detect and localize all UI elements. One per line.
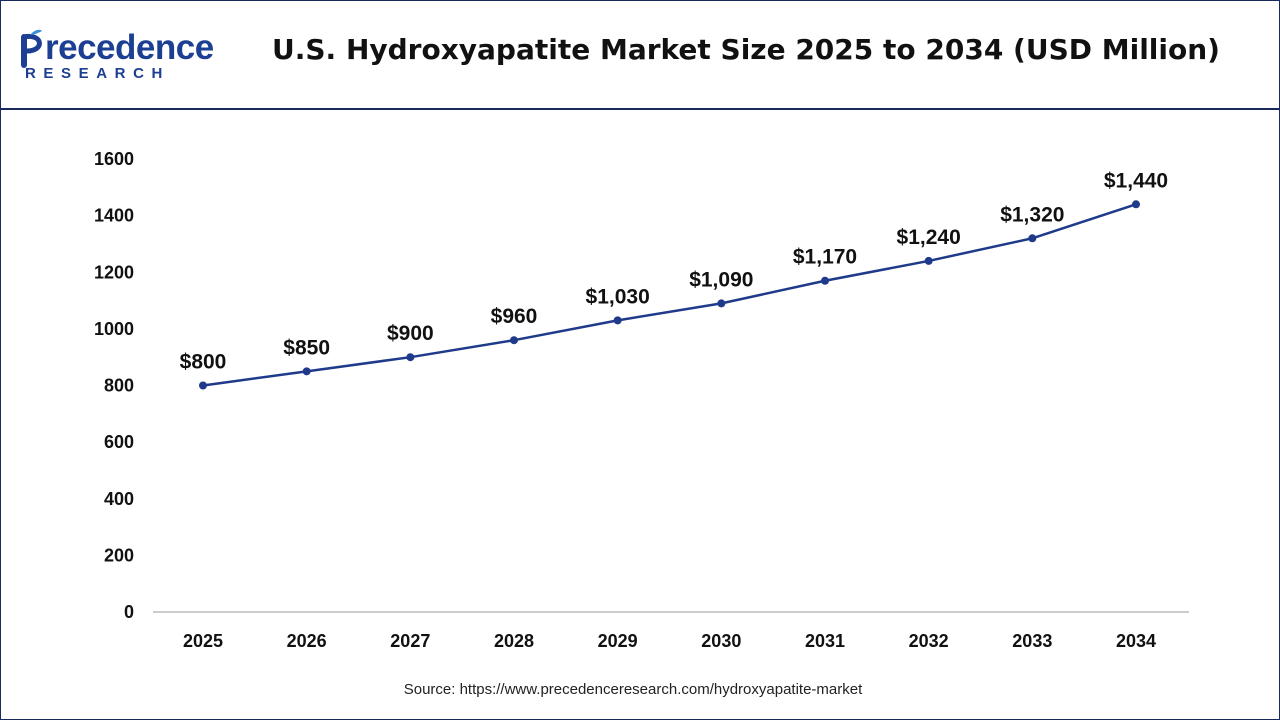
x-tick-label: 2033	[1012, 631, 1052, 651]
data-label: $900	[387, 322, 434, 345]
data-point	[1132, 200, 1140, 209]
x-tick-label: 2025	[183, 631, 223, 651]
y-tick-label: 1200	[94, 262, 134, 282]
x-tick-label: 2031	[805, 631, 845, 651]
data-label: $850	[283, 336, 330, 359]
series-line	[201, 203, 1138, 387]
header-bar: recedence RESEARCH U.S. Hydroxyapatite M…	[1, 1, 1279, 110]
logo-p-leaf-icon	[21, 29, 42, 68]
y-tick-label: 400	[104, 489, 134, 509]
logo-subtitle: RESEARCH	[25, 65, 170, 82]
y-tick-label: 600	[104, 432, 134, 452]
x-tick-label: 2029	[598, 631, 638, 651]
x-tick-label: 2026	[287, 631, 327, 651]
y-tick-label: 0	[124, 602, 134, 622]
chart-title: U.S. Hydroxyapatite Market Size 2025 to …	[272, 33, 1220, 66]
precedence-research-logo: recedence RESEARCH	[21, 23, 221, 89]
data-label: $800	[180, 351, 227, 374]
data-label: $1,090	[689, 268, 753, 291]
data-point	[821, 276, 829, 285]
y-axis: 0 200 400 600 800 1000 1200 1400 1600	[94, 149, 134, 622]
logo-wordmark: recedence	[45, 28, 214, 67]
data-label: $1,440	[1104, 169, 1168, 192]
data-point	[717, 299, 726, 308]
y-tick-label: 800	[104, 376, 134, 396]
data-label: $960	[491, 305, 538, 328]
x-tick-label: 2030	[701, 631, 741, 651]
y-tick-label: 1600	[94, 149, 134, 169]
data-point	[510, 336, 518, 345]
data-label: $1,240	[897, 226, 961, 249]
data-point	[199, 381, 207, 390]
source-note: Source: https://www.precedenceresearch.c…	[403, 681, 863, 698]
data-point	[1028, 234, 1037, 243]
data-point	[924, 256, 933, 265]
data-point	[302, 367, 311, 376]
data-point	[406, 353, 415, 362]
plot-area: $800 $850 $900 $960 $1,030 $1,090 $1,170 $1,240…	[180, 169, 1168, 390]
x-tick-label: 2027	[390, 631, 430, 651]
x-axis: 2025 2026 2027 2028 2029 2030 2031 2032 2033 2034	[153, 611, 1189, 651]
data-label: $1,030	[586, 285, 650, 308]
x-tick-label: 2034	[1116, 631, 1156, 651]
y-tick-label: 1000	[94, 319, 134, 339]
data-label: $1,320	[1000, 203, 1064, 226]
x-tick-label: 2032	[909, 631, 949, 651]
y-tick-label: 200	[104, 545, 134, 565]
data-label: $1,170	[793, 246, 857, 269]
y-tick-label: 1400	[94, 206, 134, 226]
x-tick-label: 2028	[494, 631, 534, 651]
data-point	[613, 316, 622, 325]
